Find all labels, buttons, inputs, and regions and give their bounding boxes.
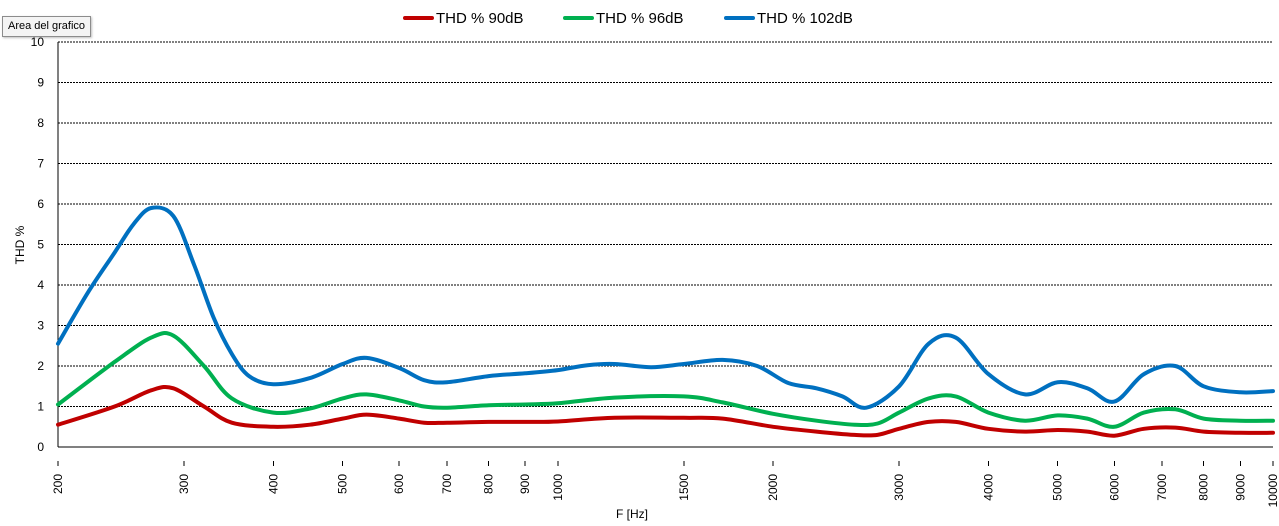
series-line-2[interactable] — [56, 331, 1275, 429]
x-tick-label: 700 — [440, 474, 454, 494]
x-tick-label: 8000 — [1197, 474, 1211, 501]
y-tick-label: 4 — [37, 278, 44, 292]
legend-label-2[interactable]: THD % 96dB — [596, 10, 684, 27]
y-tick-label: 5 — [37, 238, 44, 252]
y-tick-label: 8 — [37, 116, 44, 130]
legend-label-3[interactable]: THD % 102dB — [757, 10, 853, 27]
x-tick-label: 6000 — [1107, 474, 1121, 501]
x-axis-title: F [Hz] — [616, 507, 648, 521]
series-lines[interactable] — [56, 205, 1275, 438]
legend[interactable]: THD % 90dB THD % 96dB THD % 102dB — [403, 10, 853, 27]
x-tick-label: 2000 — [766, 474, 780, 501]
x-tick-label: 4000 — [981, 474, 995, 501]
y-tick-label: 1 — [37, 400, 44, 414]
x-tick-label: 600 — [392, 474, 406, 494]
y-tick-label: 6 — [37, 197, 44, 211]
x-tick-label: 9000 — [1233, 474, 1247, 501]
y-tick-label: 0 — [37, 440, 44, 454]
x-tick-label: 500 — [336, 474, 350, 494]
legend-label-1[interactable]: THD % 90dB — [436, 10, 524, 27]
y-axis-title: THD % — [13, 225, 27, 264]
x-tick-label: 1000 — [551, 474, 565, 501]
x-tick-label: 900 — [518, 474, 532, 494]
x-tick-label: 400 — [266, 474, 280, 494]
x-tick-label: 300 — [177, 474, 191, 494]
series-line-3[interactable] — [56, 205, 1275, 410]
x-tick-label: 10000 — [1266, 474, 1279, 508]
x-tick-label: 200 — [51, 474, 65, 494]
chart-area-tooltip: Area del grafico — [2, 16, 92, 37]
y-tick-label: 9 — [37, 76, 44, 90]
x-tick-label: 7000 — [1155, 474, 1169, 501]
grid-lines — [58, 41, 1273, 407]
y-tick-label: 7 — [37, 157, 44, 171]
x-tick-label: 3000 — [892, 474, 906, 501]
y-tick-label: 10 — [31, 35, 45, 49]
x-tick-label: 5000 — [1051, 474, 1065, 501]
series-line-1[interactable] — [56, 384, 1275, 438]
y-tick-label: 3 — [37, 319, 44, 333]
x-tick-label: 800 — [482, 474, 496, 494]
x-tick-label: 1500 — [677, 474, 691, 501]
y-tick-label: 2 — [37, 359, 44, 373]
chart-axes: 0 1 2 3 4 5 6 7 8 9 10 200 300 400 500 600 700 800 900 1000… — [31, 35, 1279, 507]
